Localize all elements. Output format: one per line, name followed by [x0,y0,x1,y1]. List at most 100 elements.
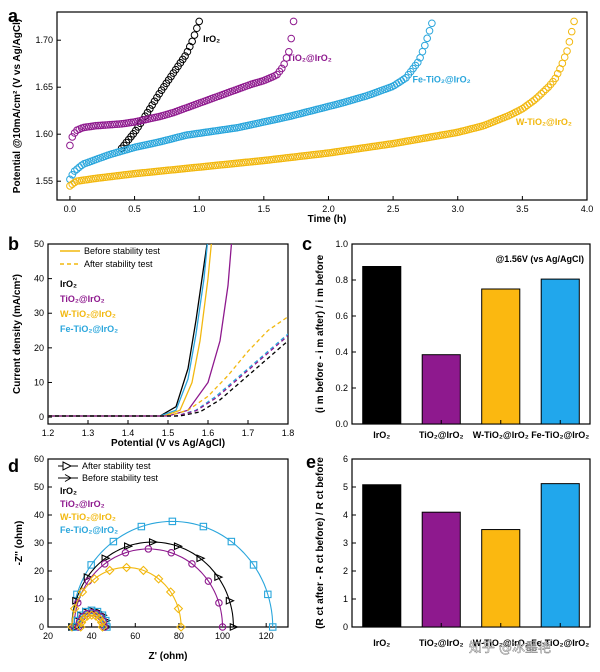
data-point [183,164,191,173]
series-label: TiO₂@IrO₂ [287,53,332,63]
y-tick-label: 1.65 [35,82,53,92]
x-tick-label: 120 [259,631,274,641]
data-point [274,154,283,163]
data-point [96,174,105,182]
panel-b-legend-w: W-TiO₂@IrO₂ [60,309,116,319]
legend-before-text: Before stability test [84,246,161,256]
data-point [104,565,115,576]
data-point [284,153,292,162]
y-tick-label: 1 [343,594,348,604]
y-tick-label: 10 [34,594,44,604]
data-point [173,603,184,614]
data-point [291,153,299,161]
data-point [193,24,201,33]
data-point [101,173,109,182]
data-point [122,170,131,179]
data-point [241,158,250,167]
data-point [188,560,196,568]
data-point [124,170,133,179]
data-point [286,153,295,162]
data-point [101,560,109,568]
category-label: W-TiO₂@IrO₂ [473,430,529,440]
data-point [69,603,80,614]
data-point [145,168,154,176]
x-tick-label: 1.6 [202,428,215,438]
x-tick-label: 1.2 [42,428,55,438]
series-label: W-TiO₂@IrO₂ [516,117,572,127]
x-tick-label: 1.5 [258,204,271,214]
data-point [285,47,293,56]
legend-before-marker [64,474,72,482]
panel-d-label: d [8,456,19,476]
series-label: Fe-TiO₂@IrO₂ [412,75,470,85]
data-point [539,87,548,96]
data-point [115,171,123,180]
data-point [79,613,89,624]
data-point [288,153,297,161]
data-point [218,623,227,631]
data-point [421,41,429,50]
data-point [209,161,217,170]
data-point [268,623,277,631]
series-line [48,340,288,417]
x-tick-label: 20 [43,631,53,641]
data-point [229,622,239,632]
y-tick-label: 50 [34,239,44,249]
panel-d-frame [47,458,289,628]
data-point [558,59,567,68]
panel-e-chart: (R ct after - R ct before) / R ct before… [315,454,591,648]
data-point [272,155,281,163]
data-point [190,31,199,39]
series-label: IrO₂ [203,34,220,44]
data-point [307,151,316,159]
data-point [173,542,184,551]
data-point [94,613,105,624]
data-point [97,622,108,632]
data-point [196,554,206,563]
data-point [239,158,248,167]
data-point [532,94,541,103]
data-point [134,169,142,178]
data-point [399,75,408,84]
panel-d-legend-tio2: TiO₂@IrO₂ [60,499,105,509]
data-point [68,133,77,141]
data-point [165,587,176,597]
y-tick-label: 1.70 [35,35,53,45]
panel-b-legend-tio2: TiO₂@IrO₂ [60,294,105,304]
panel-d-legend-fe: Fe-TiO₂@IrO₂ [60,525,118,535]
data-point [66,141,74,150]
x-tick-label: 1.3 [82,428,95,438]
data-point [244,158,252,166]
panel-b-chart: Potential (V vs Ag/AgCl) Current density… [12,239,294,449]
y-tick-label: 0.0 [335,419,348,429]
data-point [195,17,203,26]
panel-c-label: c [302,234,312,254]
data-point [213,161,222,170]
data-point [249,561,258,569]
y-tick-label: 20 [34,566,44,576]
data-point [528,98,536,106]
y-tick-label: 0 [39,622,44,632]
y-tick-label: 0 [343,622,348,632]
data-point [150,97,159,106]
data-point [289,17,298,26]
data-point [553,69,562,78]
data-point [570,17,578,26]
data-point [124,542,134,551]
data-point [141,168,149,177]
data-point [293,152,302,161]
data-point [150,167,159,176]
data-point [302,151,311,160]
data-point [281,154,290,162]
data-point [176,622,186,632]
y-tick-label: 0 [39,412,44,422]
data-point [190,163,199,172]
data-point [136,169,145,177]
panel-b-frame [47,243,289,425]
bar [540,483,580,628]
data-point [129,170,138,178]
data-point [103,173,112,181]
data-point [225,596,235,605]
y-tick-label: 40 [34,510,44,520]
panel-a-frame [56,11,588,201]
